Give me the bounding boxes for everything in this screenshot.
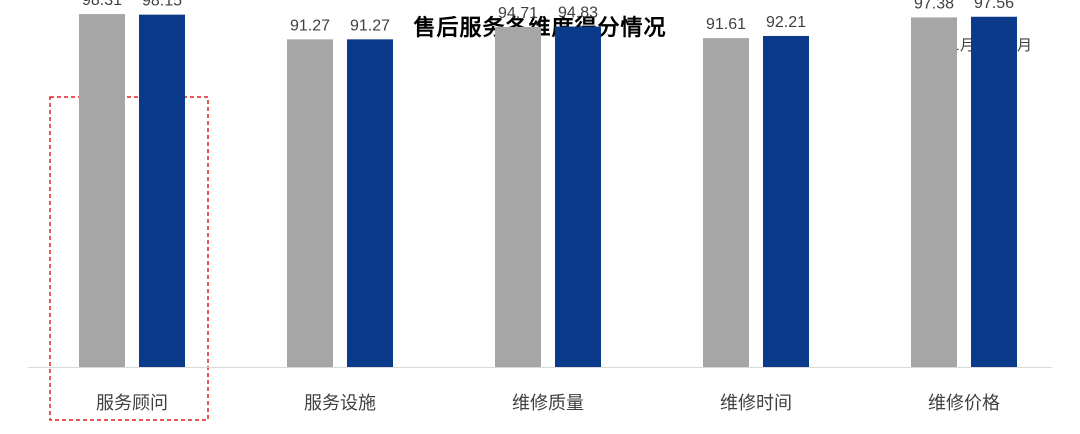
bar-series-0-cat-0 — [79, 14, 125, 367]
bar-series-0-cat-3 — [703, 38, 749, 368]
category-label-4: 维修价格 — [928, 393, 1000, 414]
data-label-series-1-cat-1: 91.27 — [350, 17, 390, 34]
data-label-series-1-cat-3: 92.21 — [766, 14, 806, 31]
bar-series-1-cat-0 — [139, 14, 185, 367]
bar-series-0-cat-2 — [495, 26, 541, 368]
data-label-series-0-cat-0: 98.31 — [82, 0, 122, 9]
bar-series-1-cat-3 — [763, 35, 809, 368]
category-label-3: 维修时间 — [720, 393, 792, 414]
category-label-0: 服务顾问 — [96, 393, 168, 414]
data-label-series-1-cat-0: 98.15 — [142, 0, 182, 10]
bar-series-1-cat-4 — [971, 16, 1017, 367]
data-label-series-0-cat-4: 97.38 — [914, 0, 954, 12]
bar-series-1-cat-1 — [347, 39, 393, 367]
highlight-box — [49, 96, 209, 421]
bar-series-0-cat-4 — [911, 17, 957, 368]
data-label-series-0-cat-3: 91.61 — [706, 16, 746, 33]
category-label-2: 维修质量 — [512, 393, 584, 414]
bar-series-0-cat-1 — [287, 39, 333, 367]
data-label-series-0-cat-1: 91.27 — [290, 17, 330, 34]
category-label-1: 服务设施 — [304, 393, 376, 414]
bar-series-1-cat-2 — [555, 26, 601, 367]
data-label-series-0-cat-2: 94.71 — [498, 5, 538, 22]
data-label-series-1-cat-4: 97.56 — [974, 0, 1014, 12]
data-label-series-1-cat-2: 94.83 — [558, 5, 598, 22]
